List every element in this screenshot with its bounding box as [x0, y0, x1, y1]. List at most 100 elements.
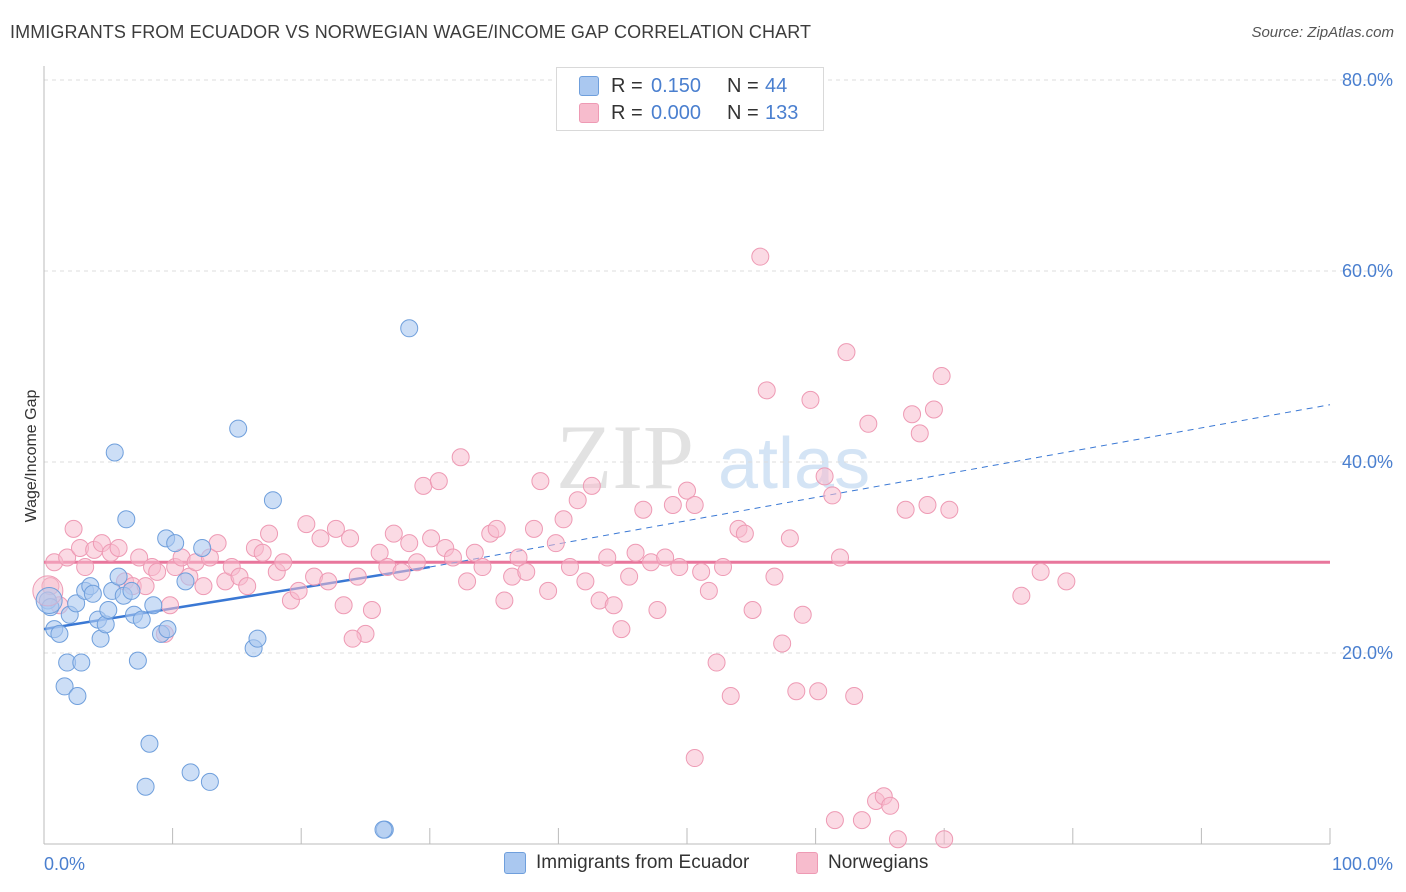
point-norwegians: [487, 519, 506, 538]
point-norwegians: [1057, 572, 1076, 591]
point-norwegians: [757, 381, 776, 400]
point-norwegians: [604, 596, 623, 615]
point-norwegians: [414, 476, 433, 495]
point-ecuador: [122, 581, 141, 600]
point-ecuador: [99, 601, 118, 620]
watermark-zip: ZIP: [556, 406, 694, 508]
point-norwegians: [685, 749, 704, 768]
point-norwegians: [343, 629, 362, 648]
point-norwegians: [852, 811, 871, 830]
point-norwegians: [582, 476, 601, 495]
point-ecuador: [181, 763, 200, 782]
bottom-legend-label-ecuador: Immigrants from Ecuador: [536, 852, 750, 873]
point-norwegians: [896, 500, 915, 519]
point-ecuador: [248, 629, 267, 648]
point-norwegians: [194, 577, 213, 596]
point-norwegians: [670, 558, 689, 577]
point-norwegians: [554, 510, 573, 529]
point-norwegians: [429, 472, 448, 491]
legend-r-label: R =: [611, 74, 643, 97]
point-norwegians: [831, 548, 850, 567]
point-norwegians: [495, 591, 514, 610]
point-norwegians: [685, 495, 704, 514]
point-norwegians: [161, 596, 180, 615]
point-norwegians: [1031, 562, 1050, 581]
point-norwegians: [473, 558, 492, 577]
point-norwegians: [148, 562, 167, 581]
point-norwegians: [859, 414, 878, 433]
point-norwegians: [765, 567, 784, 586]
bottom-legend-swatch-pink: [796, 852, 818, 874]
point-ecuador: [229, 419, 248, 438]
y-tick-label: 80.0%: [1342, 70, 1393, 90]
point-norwegians: [400, 534, 419, 553]
point-norwegians: [341, 529, 360, 548]
trend-line-ecuador-extension: [429, 404, 1331, 568]
point-norwegians: [384, 524, 403, 543]
point-norwegians: [714, 558, 733, 577]
point-norwegians: [935, 830, 954, 849]
point-norwegians: [743, 601, 762, 620]
point-norwegians: [531, 472, 550, 491]
legend-n-value: 44: [765, 74, 788, 97]
point-norwegians: [918, 495, 937, 514]
point-norwegians: [809, 682, 828, 701]
y-tick-label: 20.0%: [1342, 643, 1393, 663]
point-norwegians: [253, 543, 272, 562]
point-norwegians: [289, 581, 308, 600]
point-norwegians: [888, 830, 907, 849]
point-norwegians: [319, 572, 338, 591]
point-norwegians: [465, 543, 484, 562]
y-tick-label: 60.0%: [1342, 261, 1393, 281]
point-norwegians: [823, 486, 842, 505]
legend-swatch-blue: [579, 76, 599, 96]
point-norwegians: [692, 562, 711, 581]
axes: [43, 66, 1331, 845]
legend-swatch-pink: [579, 103, 599, 123]
point-ecuador: [67, 594, 86, 613]
bottom-legend-label-norwegians: Norwegians: [828, 852, 929, 873]
point-norwegians: [751, 247, 770, 266]
point-norwegians: [793, 605, 812, 624]
point-norwegians: [626, 543, 645, 562]
point-norwegians: [825, 811, 844, 830]
point-norwegians: [648, 601, 667, 620]
point-norwegians: [58, 548, 77, 567]
tick-labels: 20.0% 40.0% 60.0% 80.0% 0.0% 100.0%: [44, 70, 1393, 874]
point-norwegians: [801, 390, 820, 409]
legend-row-ecuador: R = 0.150 N = 44: [579, 73, 787, 99]
point-norwegians: [699, 581, 718, 600]
point-norwegians: [656, 548, 675, 567]
x-tick-label: 100.0%: [1332, 854, 1393, 874]
point-norwegians: [311, 529, 330, 548]
data-points: [32, 247, 1076, 849]
bottom-legend-swatch-blue: [504, 852, 526, 874]
point-norwegians: [458, 572, 477, 591]
point-norwegians: [787, 682, 806, 701]
bottom-legend: Immigrants from Ecuador Norwegians: [0, 852, 1406, 878]
point-ecuador: [136, 777, 155, 796]
point-ecuador: [400, 319, 419, 338]
point-norwegians: [735, 524, 754, 543]
point-norwegians: [64, 519, 83, 538]
legend-n-label: N =: [727, 74, 759, 97]
point-ecuador: [55, 677, 74, 696]
point-norwegians: [924, 400, 943, 419]
legend-r-label: R =: [611, 101, 643, 124]
point-norwegians: [407, 553, 426, 572]
point-norwegians: [815, 467, 834, 486]
point-norwegians: [560, 558, 579, 577]
chart-title: IMMIGRANTS FROM ECUADOR VS NORWEGIAN WAG…: [10, 22, 812, 42]
point-norwegians: [903, 405, 922, 424]
point-norwegians: [539, 581, 558, 600]
x-tick-label: 0.0%: [44, 854, 85, 874]
point-norwegians: [568, 491, 587, 510]
point-norwegians: [509, 548, 528, 567]
point-ecuador: [109, 567, 128, 586]
y-tick-label: 40.0%: [1342, 452, 1393, 472]
point-norwegians: [940, 500, 959, 519]
point-ecuador: [176, 572, 195, 591]
point-norwegians: [362, 601, 381, 620]
point-norwegians: [845, 686, 864, 705]
point-norwegians: [598, 548, 617, 567]
